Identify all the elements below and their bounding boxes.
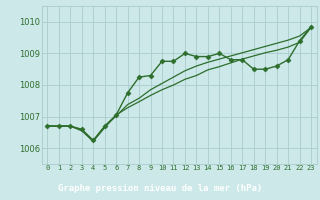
Text: Graphe pression niveau de la mer (hPa): Graphe pression niveau de la mer (hPa) [58, 184, 262, 193]
